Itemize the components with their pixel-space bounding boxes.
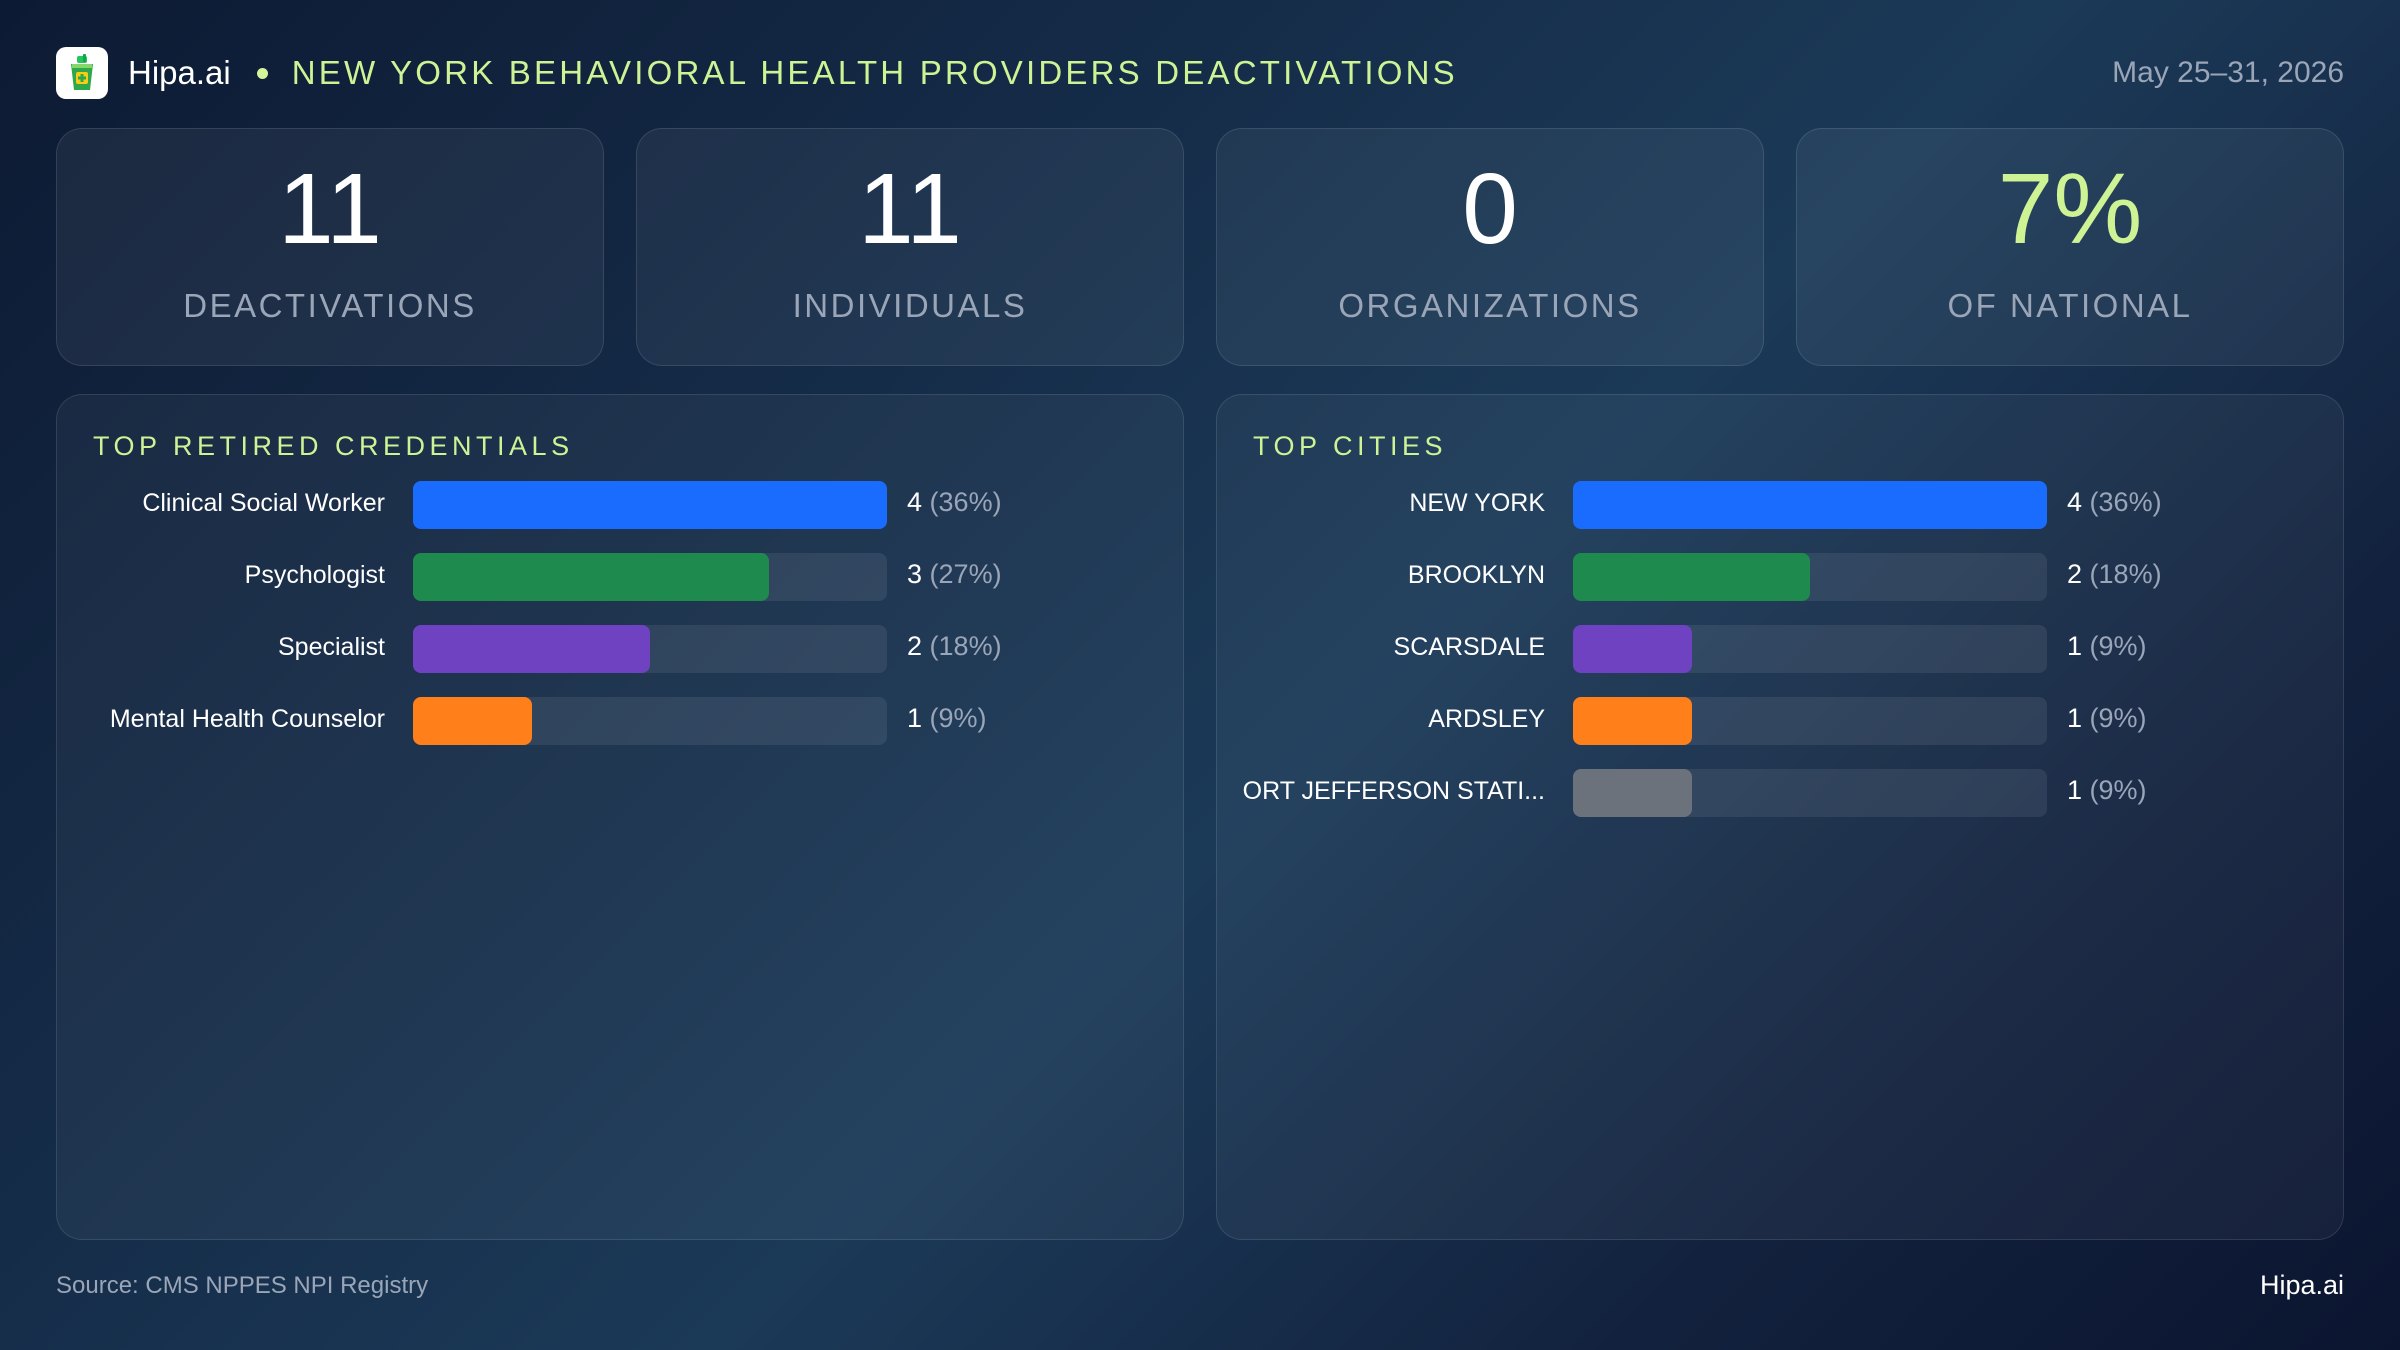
bar-label: ARDSLEY — [1428, 705, 1545, 733]
bar-label: Psychologist — [244, 561, 385, 589]
bar-percent: (36%) — [2089, 487, 2162, 517]
bar-value-label: 1 (9%) — [2067, 631, 2147, 662]
bar-label: Clinical Social Worker — [142, 489, 385, 517]
kpi-card-organizations: 0 ORGANIZATIONS — [1216, 128, 1764, 366]
kpi-value: 7% — [1997, 153, 2143, 265]
cities-chart-panel: TOP CITIES NEW YORK 4 (36%) BROOKLYN 2 (18%… — [1216, 394, 2344, 1240]
bar — [413, 625, 650, 673]
kpi-value: 11 — [858, 153, 962, 265]
bar-count: 1 — [907, 703, 923, 733]
chart-title: TOP RETIRED CREDENTIALS — [93, 431, 574, 461]
bar-count: 3 — [907, 559, 923, 589]
bar-percent: (9%) — [2089, 631, 2147, 661]
brand-name: Hipa.ai — [128, 54, 231, 91]
bar-track — [413, 553, 887, 601]
bar-value-label: 3 (27%) — [907, 559, 1002, 590]
bar-label: BROOKLYN — [1407, 561, 1545, 589]
kpi-card-percent-of-national: 7% OF NATIONAL — [1796, 128, 2344, 366]
kpi-label: INDIVIDUALS — [792, 287, 1028, 324]
chart-title: TOP CITIES — [1253, 431, 1448, 461]
bar-track — [1573, 481, 2047, 529]
bar-percent: (36%) — [929, 487, 1002, 517]
bar-label: ORT JEFFERSON STATI... — [1242, 777, 1545, 805]
bar-percent: (9%) — [2089, 775, 2147, 805]
bar-count: 2 — [907, 631, 923, 661]
bar — [1573, 769, 1692, 817]
bar-percent: (18%) — [2089, 559, 2162, 589]
bar-label: SCARSDALE — [1393, 633, 1545, 661]
bar-label: NEW YORK — [1409, 489, 1545, 517]
bar-value-label: 2 (18%) — [907, 631, 1002, 662]
date-range: May 25–31, 2026 — [2112, 56, 2344, 89]
kpi-value: 0 — [1462, 153, 1518, 265]
bar — [413, 481, 887, 529]
source-note: Source: CMS NPPES NPI Registry — [56, 1272, 429, 1299]
medicine-cup-icon — [56, 47, 108, 99]
bar-count: 1 — [2067, 775, 2083, 805]
kpi-label: DEACTIVATIONS — [183, 287, 477, 324]
bar — [413, 697, 532, 745]
bar — [1573, 697, 1692, 745]
bar-track — [1573, 697, 2047, 745]
bar-count: 2 — [2067, 559, 2083, 589]
kpi-card-deactivations: 11 DEACTIVATIONS — [56, 128, 604, 366]
bar-label: Specialist — [278, 633, 385, 661]
footer-brand: Hipa.ai — [2259, 1270, 2344, 1300]
bar-track — [413, 481, 887, 529]
kpi-label: OF NATIONAL — [1947, 287, 2193, 324]
bar — [1573, 625, 1692, 673]
bar-track — [413, 625, 887, 673]
bar-count: 4 — [907, 487, 923, 517]
bar-value-label: 2 (18%) — [2067, 559, 2162, 590]
bar-percent: (18%) — [929, 631, 1002, 661]
bar — [413, 553, 769, 601]
bar-percent: (9%) — [2089, 703, 2147, 733]
kpi-card-individuals: 11 INDIVIDUALS — [636, 128, 1184, 366]
bar-value-label: 1 (9%) — [2067, 703, 2147, 734]
bar-value-label: 4 (36%) — [907, 487, 1002, 518]
bar-value-label: 4 (36%) — [2067, 487, 2162, 518]
bar-percent: (27%) — [929, 559, 1002, 589]
bar-track — [1573, 625, 2047, 673]
kpi-value: 11 — [278, 153, 382, 265]
bar-count: 1 — [2067, 703, 2083, 733]
bar-label: Mental Health Counselor — [109, 705, 385, 733]
bar-track — [413, 697, 887, 745]
bar-percent: (9%) — [929, 703, 987, 733]
bar-value-label: 1 (9%) — [907, 703, 987, 734]
bar-count: 4 — [2067, 487, 2083, 517]
bar — [1573, 481, 2047, 529]
title-separator-dot — [256, 67, 268, 79]
bar-track — [1573, 769, 2047, 817]
kpi-label: ORGANIZATIONS — [1338, 287, 1642, 324]
bar-track — [1573, 553, 2047, 601]
bar — [1573, 553, 1810, 601]
page-title: NEW YORK BEHAVIORAL HEALTH PROVIDERS DEA… — [291, 54, 1458, 91]
credentials-chart-panel: TOP RETIRED CREDENTIALS Clinical Social … — [56, 394, 1184, 1240]
header: Hipa.ai NEW YORK BEHAVIORAL HEALTH PROVI… — [56, 46, 2344, 100]
bar-count: 1 — [2067, 631, 2083, 661]
bar-value-label: 1 (9%) — [2067, 775, 2147, 806]
